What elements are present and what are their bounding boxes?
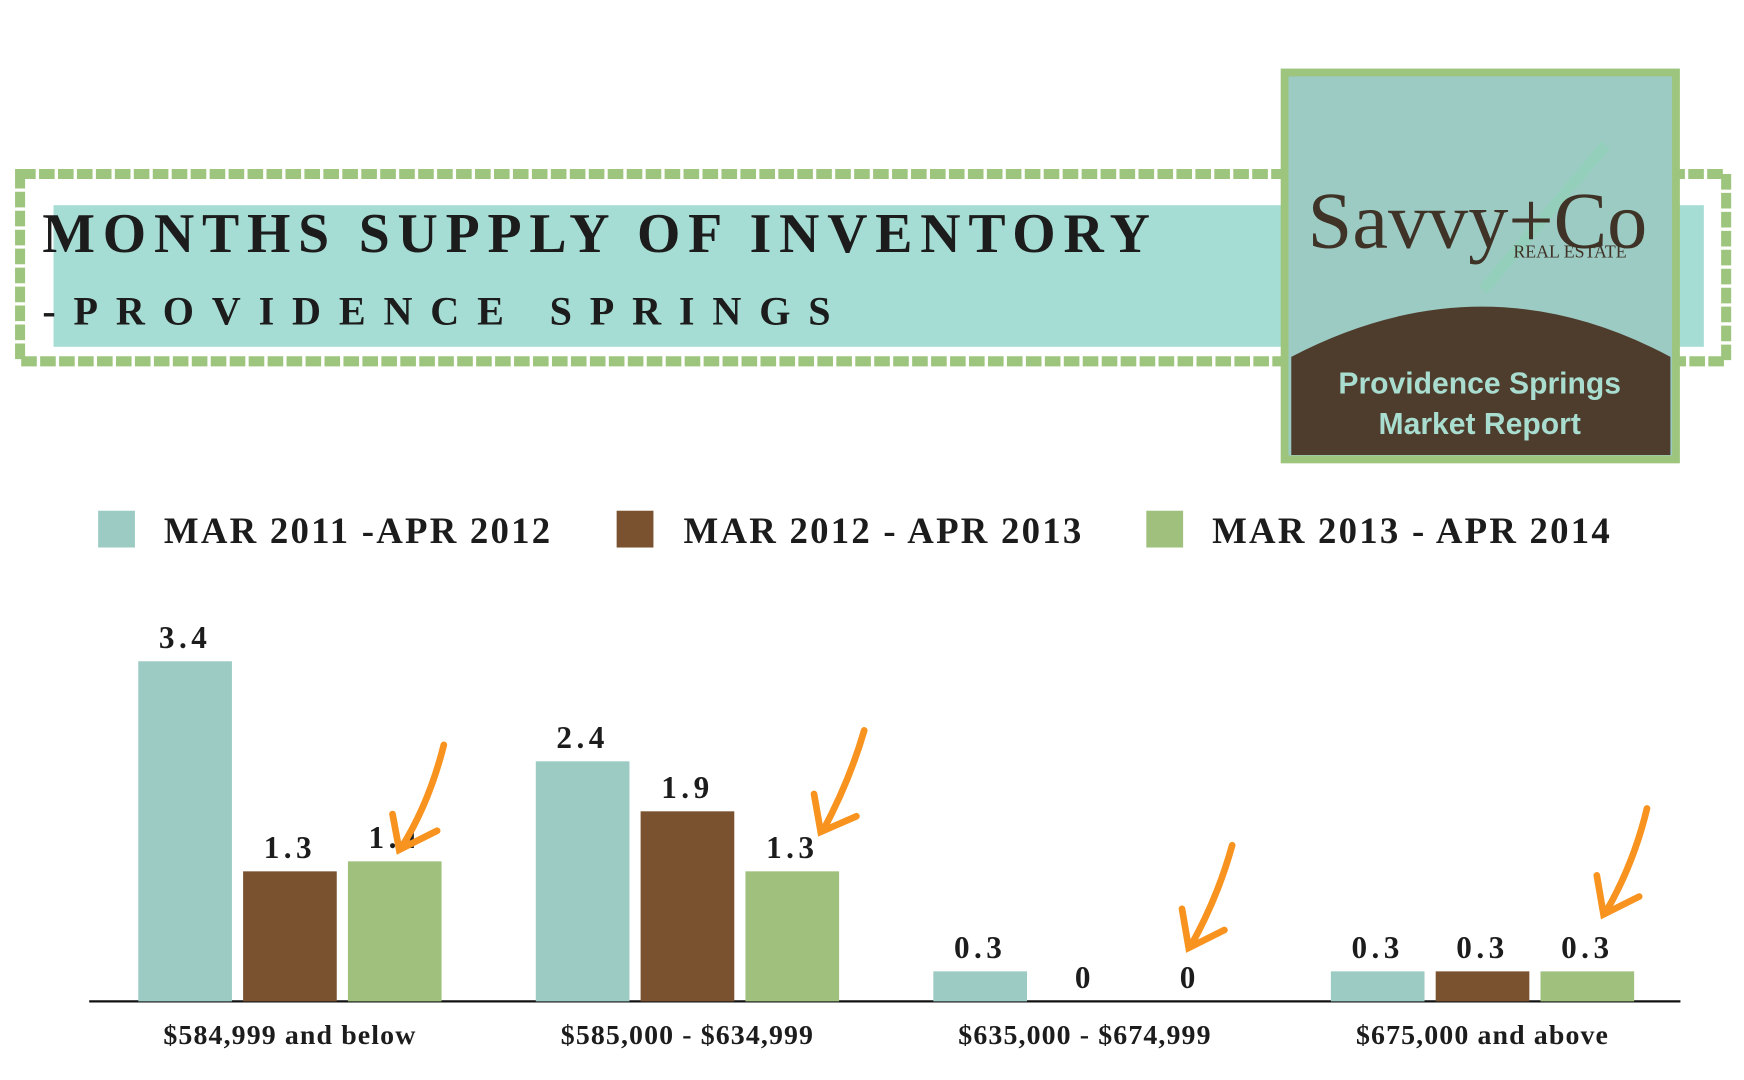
legend-label: MAR 2012 - APR 2013 [684,510,1084,551]
bar [138,661,232,1002]
bar [535,761,630,1002]
banner-frame [15,168,1732,367]
logo-tagline: REAL ESTATE [1513,242,1626,262]
x-tick-label: $585,000 - $634,999 [561,1020,814,1051]
x-tick-label: $635,000 - $674,999 [958,1020,1211,1051]
value-label: 0.3 [1456,930,1508,965]
bar [1435,971,1530,1002]
bar [347,861,442,1002]
legend-swatch [616,510,654,548]
value-label: 3.4 [159,620,211,655]
bar [1540,971,1635,1002]
marks: MAR 2011 -APR 2012 MAR 2012 - APR 2013 MAR… [98,510,1635,1051]
logo-report: Providence Springs [1338,368,1621,401]
value-label: 1.3 [264,830,316,865]
value-label: 1.3 [766,830,818,865]
value-label: 2.4 [556,720,608,755]
chart-title: MONTHS SUPPLY OF INVENTORY [42,203,1157,265]
value-label: 0.3 [1351,930,1403,965]
legend-swatch [98,510,135,548]
x-tick-label: $584,999 and below [163,1020,416,1051]
logo-report: Market Report [1379,408,1581,441]
bar [745,871,840,1002]
legend-label: MAR 2011 -APR 2012 [164,510,553,551]
value-label: 0.3 [1561,930,1613,965]
bar [933,971,1027,1002]
legend-swatch [1146,510,1184,548]
value-label: 1.9 [661,770,713,805]
logo-check [1478,141,1610,294]
value-label: 0 [1180,960,1200,995]
logo: Savvy+Co REAL ESTATE Providence Springs … [1280,68,1680,464]
value-label: 0.3 [954,930,1006,965]
arrows [389,727,1651,953]
logo-brand: Savvy+Co [1308,177,1648,266]
logo-hill [1291,306,1671,455]
bar [243,871,337,1002]
bar [1330,971,1425,1002]
chart-subtitle: -PROVIDENCE SPRINGS [42,289,848,334]
bar [640,811,735,1002]
value-label: 0 [1075,960,1095,995]
x-tick-label: $675,000 and above [1356,1020,1609,1051]
legend-label: MAR 2013 - APR 2014 [1212,510,1612,551]
